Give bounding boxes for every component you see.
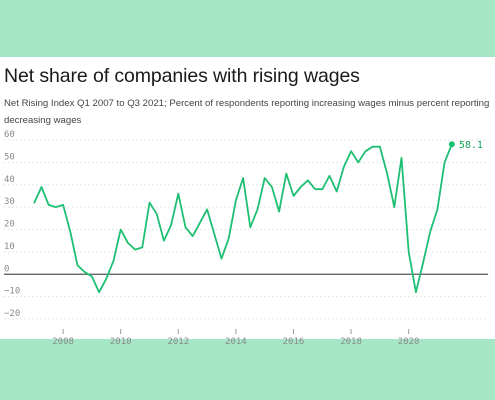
- series-line: [33, 143, 453, 294]
- x-tick-label: 2014: [225, 337, 247, 347]
- chart-subtitle: Net Rising Index Q1 2007 to Q3 2021; Per…: [4, 98, 490, 126]
- x-tick-label: 2008: [52, 337, 74, 347]
- line-chart: −20 −10 0 10 20 30 40 50 60 2008 2010 2012 2014 2016 2…: [4, 130, 488, 347]
- end-value-label: 58.1: [459, 140, 483, 151]
- axis-labels: −20 −10 0 10 20 30 40 50 60 2008 2010 2012 2014 2016 2…: [4, 130, 419, 347]
- chart-card: Net share of companies with rising wages…: [0, 57, 495, 347]
- y-tick-label: 0: [4, 264, 9, 274]
- x-tick-label: 2012: [167, 337, 189, 347]
- end-point: [448, 141, 455, 148]
- series-layer: 58.1: [33, 140, 483, 294]
- y-tick-label: 50: [4, 152, 15, 162]
- y-tick-label: 10: [4, 242, 15, 252]
- x-tick-label: 2016: [283, 337, 305, 347]
- x-tick-label: 2020: [398, 337, 420, 347]
- y-tick-label: 30: [4, 197, 15, 207]
- y-tick-label: −10: [4, 287, 20, 297]
- y-tick-label: 40: [4, 175, 15, 185]
- y-tick-label: 20: [4, 220, 15, 230]
- chart-title: Net share of companies with rising wages: [4, 65, 360, 87]
- y-tick-label: −20: [4, 309, 20, 319]
- y-tick-label: 60: [4, 130, 15, 140]
- grid-lines: [4, 139, 488, 320]
- x-tick-label: 2010: [110, 337, 132, 347]
- x-tick-label: 2018: [340, 337, 362, 347]
